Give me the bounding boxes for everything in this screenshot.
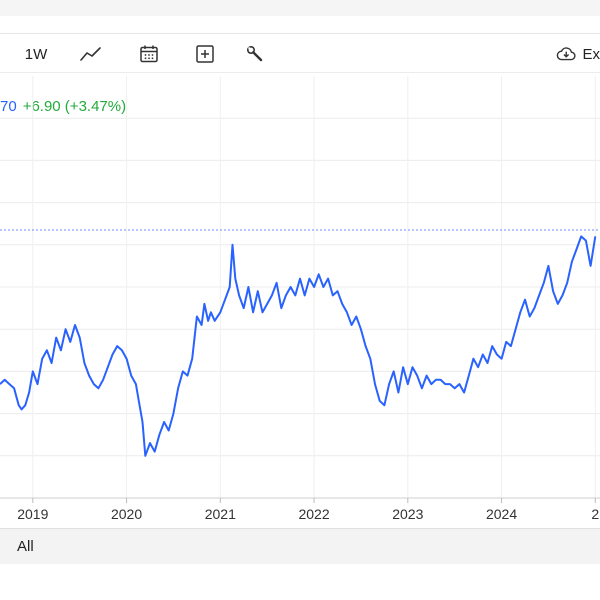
x-tick-label: 2019 bbox=[17, 506, 48, 522]
top-strip bbox=[0, 0, 600, 16]
plus-box-icon[interactable] bbox=[190, 40, 220, 68]
chart-toolbar: 1W E bbox=[0, 33, 600, 73]
interval-button[interactable]: 1W bbox=[18, 40, 54, 68]
x-tick-label: 2022 bbox=[298, 506, 329, 522]
interval-label: 1W bbox=[24, 45, 48, 63]
x-axis-ticks: 2019 2020 2021 2022 2023 2024 2 bbox=[17, 498, 599, 522]
price-series-line bbox=[0, 235, 597, 457]
price-readout: 70 +6.90 (+3.47%) bbox=[0, 98, 126, 115]
x-tick-label: 2024 bbox=[486, 506, 517, 522]
grid-lines bbox=[0, 76, 600, 498]
cloud-download-icon bbox=[556, 47, 576, 61]
x-tick-label: 2021 bbox=[205, 506, 236, 522]
price-change: +6.90 (+3.47%) bbox=[22, 98, 127, 115]
x-tick-label: 2023 bbox=[392, 506, 423, 522]
range-all-button[interactable]: All bbox=[17, 538, 34, 555]
price-value: 70 bbox=[0, 98, 17, 115]
line-chart-icon[interactable] bbox=[76, 40, 106, 68]
export-label: Ex bbox=[582, 45, 600, 63]
x-tick-label: 2 bbox=[591, 506, 599, 522]
calendar-icon[interactable] bbox=[134, 40, 164, 68]
x-tick-label: 2020 bbox=[111, 506, 142, 522]
range-selector-bar: All bbox=[0, 528, 600, 564]
wrench-icon[interactable] bbox=[240, 40, 270, 68]
export-button[interactable]: Ex bbox=[556, 40, 600, 68]
